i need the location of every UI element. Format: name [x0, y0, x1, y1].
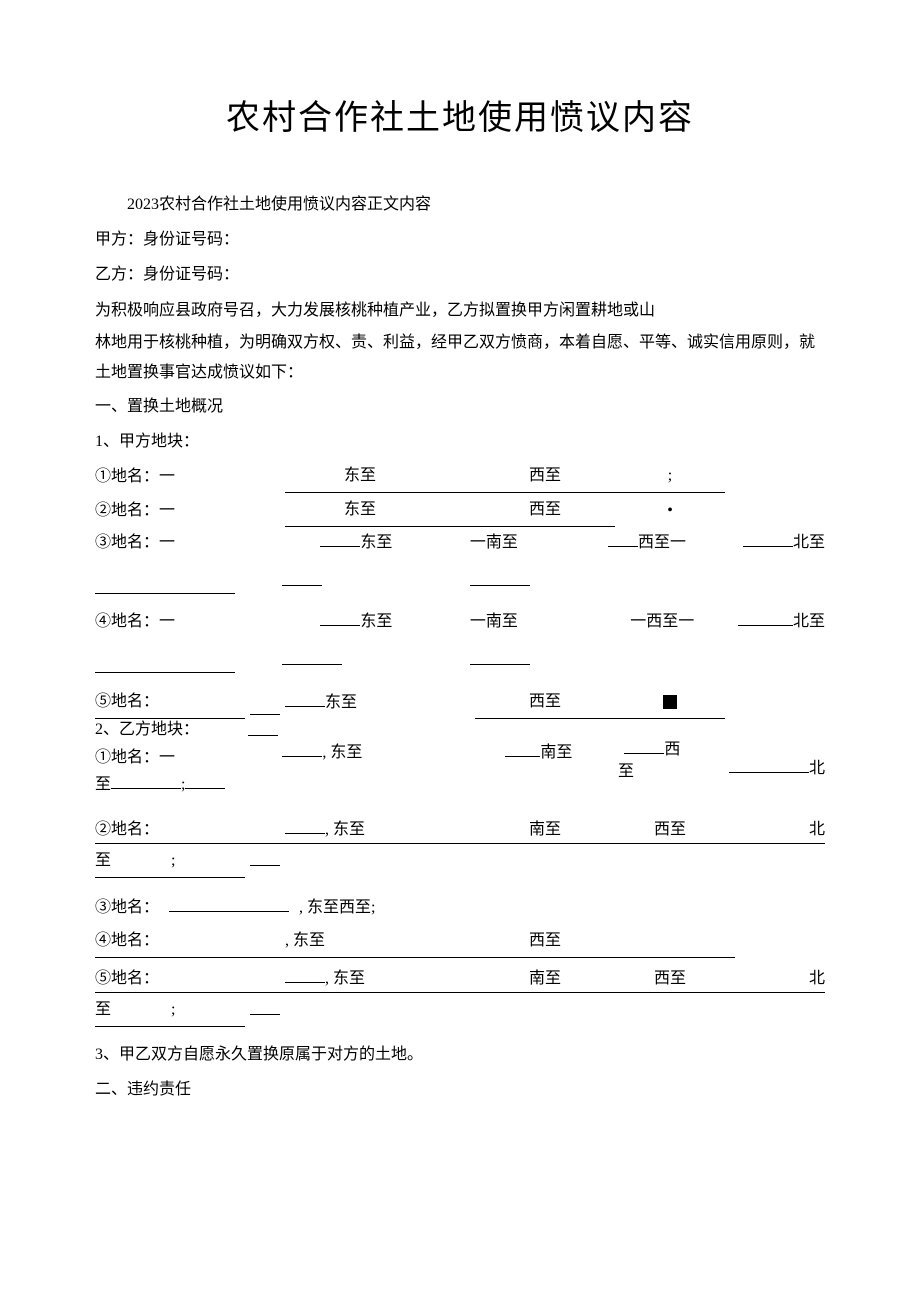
party-a-block-label: 1、甲方地块：	[95, 424, 825, 459]
east-label: , 东至	[325, 821, 365, 838]
north-char: 北	[725, 816, 825, 843]
semicolon: ;	[171, 1001, 175, 1018]
semicolon: ;	[615, 460, 725, 493]
west-label: 西至一	[638, 534, 686, 551]
south-label: 南至	[475, 965, 615, 992]
west-label: 一西至一	[630, 613, 694, 630]
clause-3: 3、甲乙双方自愿永久置换原属于对方的土地。	[95, 1037, 825, 1072]
a-row-2: ②地名：一 东至 西至 •	[95, 493, 825, 527]
place-label: ②地名：	[95, 816, 245, 843]
to-label: 至	[95, 1001, 111, 1018]
east-label: 东至	[360, 613, 392, 630]
b-row-5-cont: 至;	[95, 993, 825, 1027]
semicolon: ;	[171, 852, 175, 869]
south-label: 南至	[475, 816, 615, 843]
east-label: , 东至	[285, 925, 435, 958]
place-label: ⑤地名：	[95, 686, 245, 719]
preamble-2: 林地用于核桃种植，为明确双方权、责、利益，经甲乙双方愤商，本着自愿、平等、诚实信…	[95, 328, 825, 389]
a-row-1: ①地名：一 东至 西至 ;	[95, 459, 825, 493]
east-label: 东至	[285, 494, 435, 527]
east-label: , 东至	[322, 744, 362, 761]
east-label: 东至	[360, 534, 392, 551]
place-label: ⑤地名：	[95, 965, 245, 992]
place-label: ②地名：一	[95, 495, 245, 527]
north-char: 北	[725, 965, 825, 992]
south-label: 一南至	[470, 606, 608, 638]
dot: •	[615, 495, 725, 527]
place-label: ①地名：一	[95, 747, 243, 769]
document-title: 农村合作社土地使用愤议内容	[95, 90, 825, 139]
b-row-1: 2、乙方地块： ①地名：一 至; , 东至 南至 西 至 北	[95, 719, 825, 809]
south-label: 南至	[540, 744, 572, 761]
a-row-5: ⑤地名： 东至 西至	[95, 685, 825, 719]
section-1-heading: 一、置换土地概况	[95, 389, 825, 424]
east-label: 东至	[285, 460, 435, 493]
to-label: 至	[95, 776, 111, 793]
filled-square-icon	[663, 695, 677, 709]
b-row-3: ③地名： , 东至西至;	[95, 890, 825, 924]
place-label: ④地名：一	[95, 606, 243, 638]
west-char: 西	[664, 741, 680, 758]
west-label: 西至	[475, 494, 615, 527]
party-a-line: 甲方：身份证号码：	[95, 222, 825, 257]
to-label: 至	[608, 761, 697, 783]
a-row-3: ③地名：一 东至 一南至 西至一 北至	[95, 527, 825, 594]
east-west-label: , 东至西至;	[299, 899, 375, 916]
north-label: 北至	[793, 613, 825, 630]
west-label: 西至	[615, 816, 725, 843]
b-row-2-cont: 至;	[95, 844, 825, 878]
place-label: ③地名：	[95, 899, 159, 916]
place-label: ④地名：	[95, 932, 159, 949]
place-label: ③地名：一	[95, 527, 243, 559]
north-char: 北	[809, 760, 825, 777]
west-label: 西至	[475, 460, 615, 493]
place-label: ①地名：一	[95, 461, 245, 493]
south-label: 一南至	[470, 527, 608, 559]
b-row-2: ②地名： , 东至 南至 西至 北	[95, 809, 825, 844]
a-row-4: ④地名：一 东至 一南至 一西至一 北至	[95, 606, 825, 673]
west-label: 西至	[615, 965, 725, 992]
party-b-line: 乙方：身份证号码：	[95, 257, 825, 292]
north-label: 北至	[793, 534, 825, 551]
section-2-heading: 二、违约责任	[95, 1072, 825, 1107]
document-page: 农村合作社土地使用愤议内容 2023农村合作社土地使用愤议内容正文内容 甲方：身…	[0, 0, 920, 1301]
b-row-4: ④地名： , 东至 西至	[95, 924, 825, 958]
east-label: 东至	[325, 694, 357, 711]
to-label: 至	[95, 852, 111, 869]
east-label: , 东至	[325, 970, 365, 987]
west-label: 西至	[475, 686, 615, 719]
west-label: 西至	[475, 925, 615, 958]
intro-line: 2023农村合作社土地使用愤议内容正文内容	[95, 187, 825, 222]
preamble-1: 为积极响应县政府号召，大力发展核桃种植产业，乙方拟置换甲方闲置耕地或山	[95, 293, 825, 328]
b-row-5: ⑤地名： , 东至 南至 西至 北	[95, 958, 825, 993]
party-b-block-label: 2、乙方地块：	[95, 719, 243, 741]
